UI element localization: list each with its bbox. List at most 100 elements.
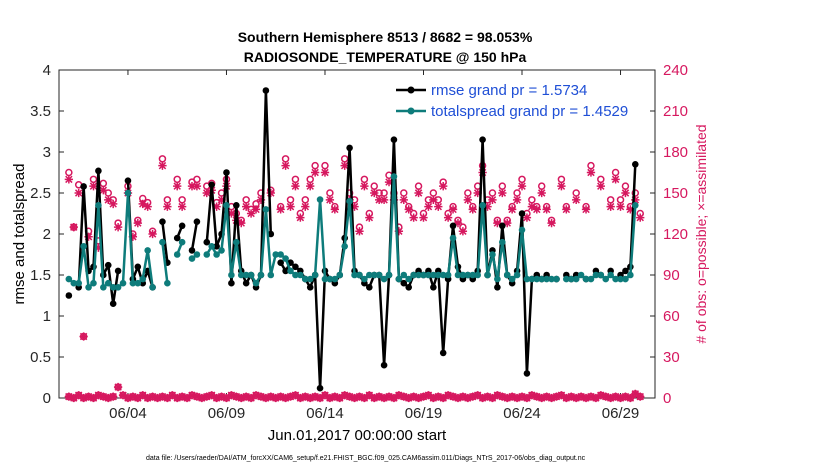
- assimilated-obs-marker: [498, 188, 507, 198]
- totalspread-point: [80, 243, 87, 250]
- assimilated-obs-low-marker: [375, 392, 384, 401]
- y-tick-label: 3.5: [30, 103, 51, 120]
- totalspread-point: [75, 279, 83, 287]
- assimilated-obs-marker: [586, 168, 596, 177]
- totalspread-point: [395, 275, 403, 283]
- assimilated-obs-low-marker: [296, 393, 305, 403]
- assimilated-obs-marker: [355, 227, 364, 236]
- totalspread-point: [341, 243, 348, 250]
- assimilated-obs-low-marker: [237, 393, 246, 403]
- assimilated-obs-low-marker: [626, 393, 635, 403]
- totalspread-point: [65, 275, 73, 283]
- assimilated-obs-marker: [330, 205, 339, 214]
- totalspread-point: [449, 234, 457, 242]
- assimilated-obs-marker: [360, 182, 369, 191]
- rmse-point: [104, 261, 112, 269]
- totalspread-point: [203, 251, 211, 258]
- totalspread-point: [90, 279, 97, 287]
- assimilated-obs-marker: [547, 218, 556, 228]
- x-tick-label: 06/04: [109, 405, 147, 422]
- rmse-point: [223, 169, 230, 176]
- assimilated-obs-marker: [537, 188, 546, 198]
- y-tick-label: 3: [43, 144, 51, 161]
- assimilated-obs-low-marker: [503, 393, 512, 403]
- assimilated-obs-low-marker: [84, 392, 93, 401]
- totalspread-point: [612, 275, 619, 283]
- totalspread-point: [346, 197, 353, 205]
- assimilated-obs-marker: [94, 243, 103, 252]
- totalspread-point: [144, 247, 151, 254]
- assimilated-obs-marker: [522, 213, 532, 222]
- y-right-tick-label: 0: [663, 390, 671, 407]
- rmse-point: [277, 259, 284, 267]
- totalspread-point: [533, 275, 541, 283]
- totalspread-point: [124, 189, 132, 197]
- rmse-point: [292, 263, 299, 271]
- assimilated-obs-marker: [187, 182, 197, 191]
- legend: rmse grand pr = 1.5734 totalspread grand…: [396, 82, 628, 120]
- rmse-point: [499, 222, 506, 230]
- totalspread-point: [439, 271, 447, 279]
- assimilated-obs-marker: [439, 182, 448, 191]
- assimilated-obs-low-marker: [483, 392, 492, 401]
- assimilated-obs-low-marker: [616, 393, 625, 403]
- totalspread-point: [213, 251, 220, 258]
- assimilated-obs-low-marker: [399, 392, 408, 401]
- assimilated-obs-low-marker: [177, 392, 187, 401]
- totalspread-point: [297, 271, 304, 279]
- totalspread-point: [114, 284, 122, 291]
- obs-count-markers: [64, 155, 645, 403]
- totalspread-point: [617, 275, 624, 283]
- totalspread-point: [499, 238, 506, 246]
- assimilated-obs-low-marker: [473, 391, 482, 400]
- assimilated-obs-low-marker: [384, 392, 394, 401]
- assimilated-obs-low-marker: [631, 389, 640, 399]
- assimilated-obs-low-marker: [104, 393, 113, 403]
- assimilated-obs-marker: [409, 213, 418, 222]
- data-file-footnote: data file: /Users/raeder/DAI/ATM_forcXX/…: [146, 455, 586, 462]
- assimilated-obs-marker: [286, 202, 295, 211]
- y-tick-label: 2.5: [30, 185, 51, 202]
- totalspread-point: [375, 271, 383, 279]
- assimilated-obs-low-marker: [325, 393, 335, 403]
- y-axis-right: 0 30 60 90 120 150 180 210 240: [650, 62, 688, 407]
- rmse-point: [95, 167, 102, 175]
- assimilated-obs-marker: [310, 168, 320, 177]
- assimilated-obs-marker: [320, 168, 330, 177]
- assimilated-obs-low-marker: [232, 392, 241, 401]
- legend-label-rmse: rmse grand pr = 1.5734: [431, 82, 587, 99]
- assimilated-obs-low-marker: [276, 392, 285, 401]
- totalspread-point: [70, 279, 78, 287]
- assimilated-obs-low-marker: [163, 393, 172, 403]
- rmse-point: [114, 267, 122, 275]
- assimilated-obs-low-marker: [463, 393, 472, 403]
- assimilated-obs-low-marker: [350, 393, 359, 403]
- assimilated-obs-low-marker: [370, 393, 379, 403]
- chart-title-line2: RADIOSONDE_TEMPERATURE @ 150 hPa: [244, 49, 527, 65]
- assimilated-obs-marker: [517, 182, 527, 191]
- assimilated-obs-low-marker: [330, 392, 339, 401]
- rmse-point: [518, 210, 526, 217]
- rmse-point: [233, 202, 240, 209]
- assimilated-obs-low-marker: [419, 392, 428, 401]
- assimilated-obs-marker: [237, 218, 246, 228]
- assimilated-obs-low-marker: [202, 392, 211, 401]
- totalspread-point: [469, 271, 477, 279]
- assimilated-obs-marker: [89, 182, 98, 191]
- assimilated-obs-marker: [340, 161, 349, 170]
- y-right-tick-label: 210: [663, 103, 688, 120]
- y-right-tick-label: 240: [663, 62, 688, 79]
- assimilated-obs-low-marker: [394, 391, 404, 400]
- assimilated-obs-low-marker: [498, 392, 507, 401]
- assimilated-obs-low-marker: [586, 392, 596, 401]
- rmse-point: [159, 218, 166, 225]
- assimilated-obs-low-marker: [173, 393, 182, 403]
- assimilated-obs-low-marker: [478, 393, 487, 403]
- assimilated-obs-marker: [301, 202, 310, 211]
- assimilated-obs-low-marker: [448, 392, 458, 401]
- assimilated-obs-low-marker: [266, 392, 275, 401]
- y-tick-label: 1.5: [30, 267, 51, 284]
- assimilated-obs-low-marker: [434, 392, 443, 401]
- x-axis-label: Jun.01,2017 00:00:00 start: [268, 427, 447, 444]
